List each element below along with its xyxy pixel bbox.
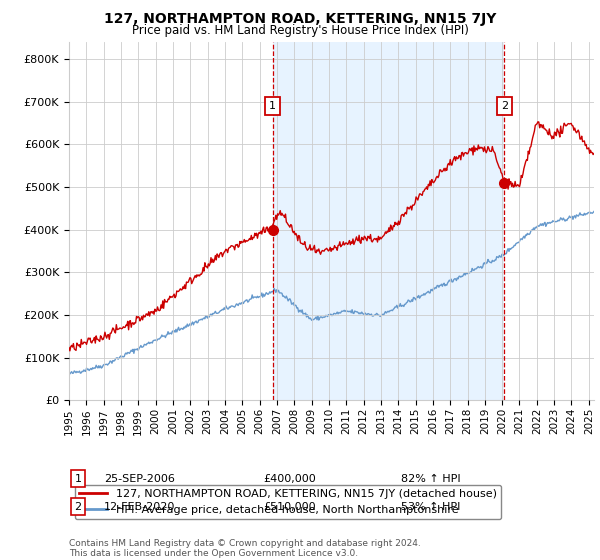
Text: 25-SEP-2006: 25-SEP-2006 [104,474,175,484]
Text: 1: 1 [269,101,276,111]
Text: 2: 2 [74,502,82,512]
Text: 82% ↑ HPI: 82% ↑ HPI [401,474,460,484]
Text: 127, NORTHAMPTON ROAD, KETTERING, NN15 7JY: 127, NORTHAMPTON ROAD, KETTERING, NN15 7… [104,12,496,26]
Text: 1: 1 [74,474,82,484]
Text: 2: 2 [500,101,508,111]
Bar [272,42,504,400]
Text: 12-FEB-2020: 12-FEB-2020 [104,502,175,512]
Text: £400,000: £400,000 [263,474,316,484]
Text: Price paid vs. HM Land Registry's House Price Index (HPI): Price paid vs. HM Land Registry's House … [131,24,469,36]
Text: £510,000: £510,000 [263,502,316,512]
Legend: 127, NORTHAMPTON ROAD, KETTERING, NN15 7JY (detached house), HPI: Average price,: 127, NORTHAMPTON ROAD, KETTERING, NN15 7… [74,485,501,519]
Text: 53% ↑ HPI: 53% ↑ HPI [401,502,460,512]
Text: Contains HM Land Registry data © Crown copyright and database right 2024.
This d: Contains HM Land Registry data © Crown c… [69,539,421,558]
